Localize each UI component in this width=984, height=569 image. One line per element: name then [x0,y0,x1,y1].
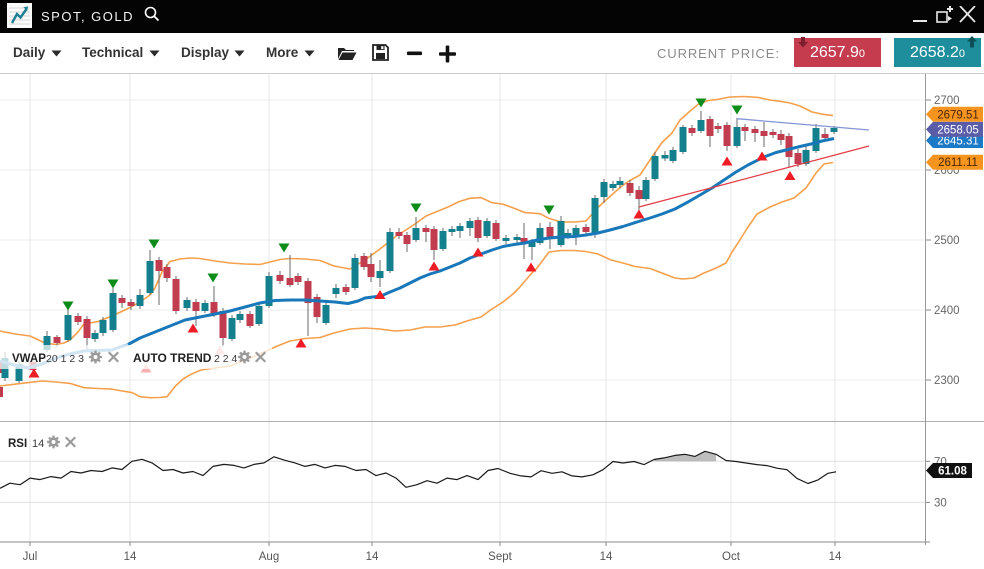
svg-text:14: 14 [600,551,613,563]
svg-text:20 1 2 3: 20 1 2 3 [46,353,84,365]
svg-text:14: 14 [366,551,379,563]
svg-text:Sept: Sept [488,551,512,563]
svg-text:14: 14 [124,551,137,563]
svg-text:RSI: RSI [8,438,27,450]
svg-text:2300: 2300 [934,375,960,387]
svg-text:VWAP: VWAP [12,353,46,365]
svg-text:2679.51: 2679.51 [937,109,979,121]
svg-text:2 2 4: 2 2 4 [214,353,238,365]
svg-text:2700: 2700 [934,95,960,107]
svg-text:2611.11: 2611.11 [938,157,978,169]
svg-text:2658.05: 2658.05 [937,124,979,136]
svg-text:61.08: 61.08 [938,466,967,478]
svg-text:14: 14 [829,551,842,563]
svg-text:14: 14 [32,438,44,450]
svg-text:Jul: Jul [23,551,38,563]
svg-text:2645.31: 2645.31 [937,136,979,148]
svg-text:30: 30 [934,497,947,509]
svg-text:2500: 2500 [934,235,960,247]
svg-text:2400: 2400 [934,305,960,317]
svg-text:AUTO TREND: AUTO TREND [133,351,212,365]
svg-text:Oct: Oct [722,551,741,563]
svg-text:Aug: Aug [259,551,279,563]
